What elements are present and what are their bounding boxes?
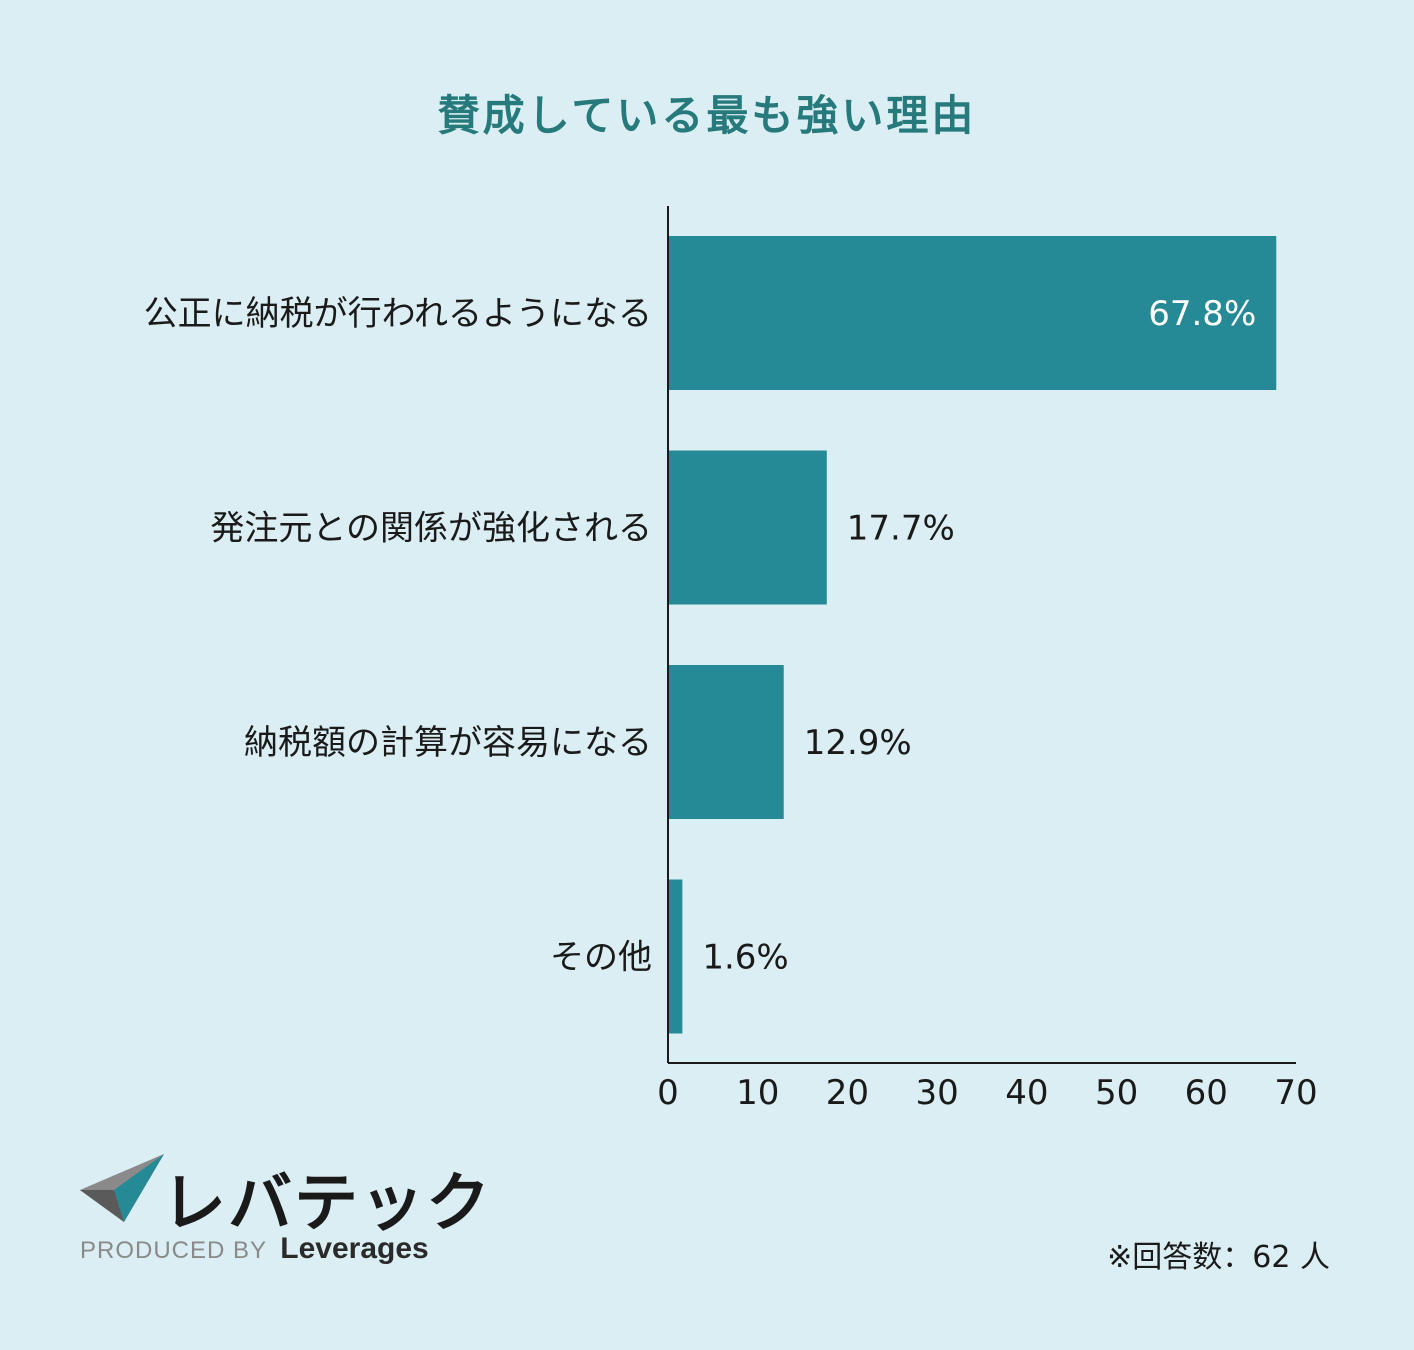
x-tick-label-10: 10 xyxy=(736,1073,779,1113)
category-label-1: 公正に納税が行われるようになる xyxy=(144,294,652,334)
respondent-note: ※回答数：62 人 xyxy=(1107,1240,1330,1275)
x-tick-label-50: 50 xyxy=(1095,1073,1138,1113)
bars-group: 公正に納税が行われるようになる 67.8% 発注元との関係が強化される 17.7% 納税… xyxy=(144,236,1277,1034)
value-label-1: 67.8% xyxy=(1148,294,1256,334)
bar-1 xyxy=(668,236,1277,390)
category-label-3: 納税額の計算が容易になる xyxy=(244,723,652,763)
company-name: Leverages xyxy=(280,1232,429,1265)
x-tick-label-70: 70 xyxy=(1274,1073,1317,1113)
x-tick-label-60: 60 xyxy=(1185,1073,1228,1113)
category-label-4: その他 xyxy=(550,938,652,978)
chart-title: 賛成している最も強い理由 xyxy=(437,91,977,140)
bar-2 xyxy=(668,450,827,605)
category-label-2: 発注元との関係が強化される xyxy=(210,509,652,549)
value-label-2: 17.7% xyxy=(847,509,955,549)
value-label-4: 1.6% xyxy=(702,938,788,978)
x-tick-label-40: 40 xyxy=(1005,1073,1048,1113)
produced-by-text: PRODUCED BY xyxy=(80,1237,267,1264)
bar-3 xyxy=(668,665,784,819)
x-tick-label-30: 30 xyxy=(916,1073,959,1113)
produced-by: PRODUCED BY Leverages xyxy=(80,1232,429,1266)
x-tick-label-0: 0 xyxy=(657,1073,679,1113)
x-tick-label-20: 20 xyxy=(826,1073,869,1113)
leverages-logo-icon xyxy=(80,1154,164,1222)
brand-name: レバテック xyxy=(162,1167,492,1241)
axes-group: 0 10 20 30 40 50 60 70 xyxy=(657,206,1318,1113)
value-label-3: 12.9% xyxy=(804,723,912,763)
bar-4 xyxy=(668,879,683,1034)
